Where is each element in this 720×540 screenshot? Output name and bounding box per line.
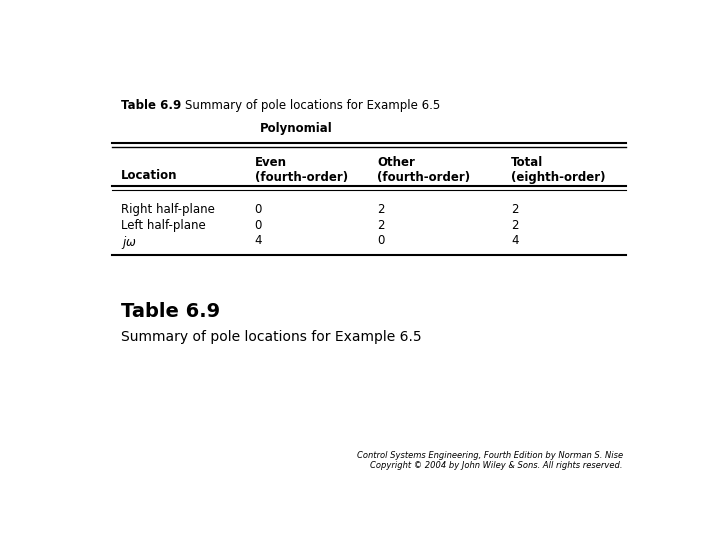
- Text: 0: 0: [377, 234, 384, 247]
- Text: 2: 2: [377, 203, 385, 216]
- Text: (fourth-order): (fourth-order): [255, 171, 348, 184]
- Text: Total: Total: [511, 156, 544, 169]
- Text: (eighth-order): (eighth-order): [511, 171, 606, 184]
- Text: Right half-plane: Right half-plane: [121, 203, 215, 216]
- Text: Even: Even: [255, 156, 287, 169]
- Text: 2: 2: [511, 219, 519, 232]
- Text: Table 6.9: Table 6.9: [121, 99, 181, 112]
- Text: Other: Other: [377, 156, 415, 169]
- Text: (fourth-order): (fourth-order): [377, 171, 470, 184]
- Text: 4: 4: [255, 234, 262, 247]
- Text: Control Systems Engineering, Fourth Edition by Norman S. Nise: Control Systems Engineering, Fourth Edit…: [357, 451, 623, 460]
- Text: 0: 0: [255, 203, 262, 216]
- Text: Summary of pole locations for Example 6.5: Summary of pole locations for Example 6.…: [185, 99, 440, 112]
- Text: Left half-plane: Left half-plane: [121, 219, 205, 232]
- Text: Polynomial: Polynomial: [260, 122, 333, 135]
- Text: 2: 2: [511, 203, 519, 216]
- Text: Location: Location: [121, 168, 177, 182]
- Text: $j\omega$: $j\omega$: [121, 234, 137, 252]
- Text: 4: 4: [511, 234, 519, 247]
- Text: Summary of pole locations for Example 6.5: Summary of pole locations for Example 6.…: [121, 330, 421, 344]
- Text: 2: 2: [377, 219, 385, 232]
- Text: Table 6.9: Table 6.9: [121, 302, 220, 321]
- Text: Copyright © 2004 by John Wiley & Sons. All rights reserved.: Copyright © 2004 by John Wiley & Sons. A…: [370, 461, 623, 470]
- Text: 0: 0: [255, 219, 262, 232]
